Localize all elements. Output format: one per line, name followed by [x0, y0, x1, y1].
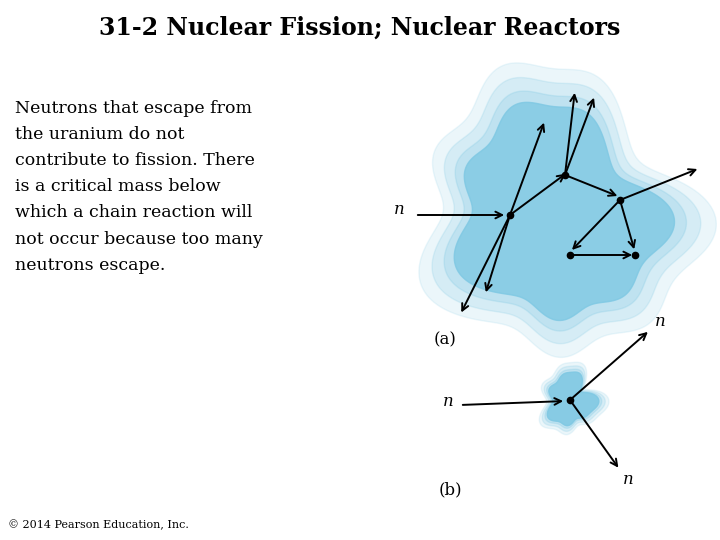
Text: n: n — [395, 201, 405, 219]
Text: © 2014 Pearson Education, Inc.: © 2014 Pearson Education, Inc. — [8, 519, 189, 530]
Text: (b): (b) — [438, 482, 462, 498]
Text: 31-2 Nuclear Fission; Nuclear Reactors: 31-2 Nuclear Fission; Nuclear Reactors — [99, 16, 621, 40]
Polygon shape — [545, 369, 602, 428]
Polygon shape — [444, 91, 686, 331]
Polygon shape — [419, 63, 716, 357]
Polygon shape — [542, 366, 606, 431]
Text: (a): (a) — [433, 332, 456, 348]
Text: n: n — [443, 394, 454, 410]
Polygon shape — [539, 362, 609, 435]
Text: n: n — [654, 314, 665, 330]
Text: Neutrons that escape from
the uranium do not
contribute to fission. There
is a c: Neutrons that escape from the uranium do… — [15, 100, 263, 274]
Polygon shape — [432, 78, 701, 343]
Text: n: n — [623, 471, 634, 489]
Polygon shape — [454, 103, 675, 320]
Polygon shape — [547, 372, 599, 426]
